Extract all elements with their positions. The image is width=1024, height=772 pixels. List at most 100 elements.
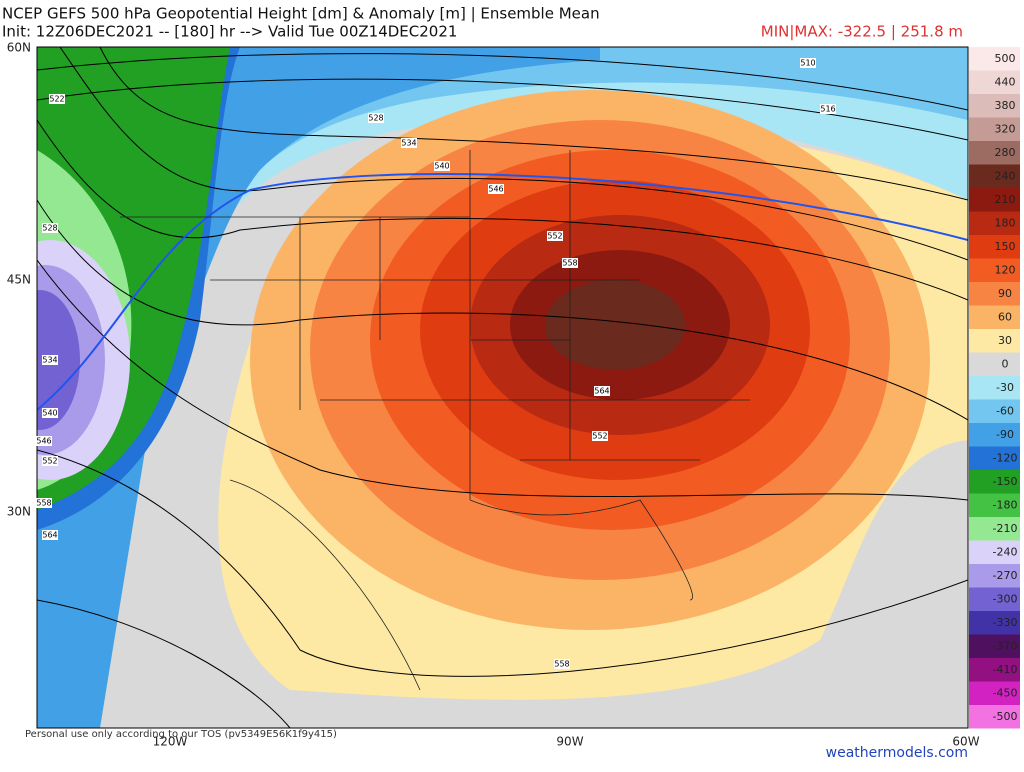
colorbar-label: 440 xyxy=(995,75,1016,88)
contour-label: 516 xyxy=(820,105,835,114)
contour-label-box xyxy=(800,58,816,68)
colorbar-swatch xyxy=(969,423,1020,447)
contour-label-box xyxy=(547,231,563,241)
contour-label-box xyxy=(42,456,58,466)
colorbar-label: 240 xyxy=(995,169,1016,182)
colorbar-label: 380 xyxy=(995,99,1016,112)
contour-label: 564 xyxy=(594,387,609,396)
colorbar-label: -410 xyxy=(993,663,1018,676)
colorbar-swatch xyxy=(969,564,1020,588)
colorbar-label: -120 xyxy=(993,451,1018,464)
colorbar-label: 180 xyxy=(995,216,1016,229)
colorbar-label: -150 xyxy=(993,475,1018,488)
colorbar-label: -210 xyxy=(993,522,1018,535)
map-field xyxy=(37,47,968,728)
colorbar-label: -30 xyxy=(996,381,1014,394)
contour-label-box xyxy=(592,431,608,441)
colorbar-label: 500 xyxy=(995,52,1016,65)
colorbar-swatch xyxy=(969,47,1020,71)
lon-label: 60W xyxy=(952,735,979,749)
contour-label: 546 xyxy=(488,185,503,194)
contour-label: 534 xyxy=(42,356,57,365)
contour-label-box xyxy=(368,113,384,123)
colorbar-swatch xyxy=(969,634,1020,658)
colorbar-label: -90 xyxy=(996,428,1014,441)
contour-label: 552 xyxy=(547,232,562,241)
colorbar-swatch xyxy=(969,117,1020,141)
contour-label-box xyxy=(42,408,58,418)
colorbar-swatch xyxy=(969,587,1020,611)
contour-label-box xyxy=(562,258,578,268)
contour-label-box xyxy=(488,184,504,194)
contour-label: 558 xyxy=(562,259,577,268)
map-frame xyxy=(36,46,969,729)
site-credit[interactable]: weathermodels.com xyxy=(826,745,968,761)
colorbar-label: -330 xyxy=(993,616,1018,629)
colorbar-label: -500 xyxy=(993,710,1018,723)
contour-label-box xyxy=(36,436,52,446)
colorbar-swatch xyxy=(969,493,1020,517)
colorbar-label: -180 xyxy=(993,498,1018,511)
colorbar-label: -450 xyxy=(993,686,1018,699)
colorbar-swatch xyxy=(969,329,1020,353)
colorbar-label: 90 xyxy=(998,287,1012,300)
subtitle: Init: 12Z06DEC2021 -- [180] hr --> Valid… xyxy=(2,23,457,41)
colorbar: 500 440 380 320 280 240 210 180 150 120 90 60 30 0 -30… xyxy=(969,47,1020,729)
colorbar-swatch xyxy=(969,94,1020,118)
contour-label-box xyxy=(434,161,450,171)
colorbar-swatch xyxy=(969,188,1020,212)
colorbar-label: 280 xyxy=(995,146,1016,159)
colorbar-swatch xyxy=(969,446,1020,470)
colorbar-label: -240 xyxy=(993,545,1018,558)
contour-label: 540 xyxy=(434,162,449,171)
colorbar-swatch xyxy=(969,705,1020,729)
contour-label: 522 xyxy=(49,95,64,104)
contour-label-box xyxy=(42,223,58,233)
contour-label: 552 xyxy=(592,432,607,441)
lon-label: 90W xyxy=(556,735,583,749)
colorbar-swatch xyxy=(969,352,1020,376)
contour-label: 528 xyxy=(42,224,57,233)
colorbar-label: 210 xyxy=(995,193,1016,206)
contour-label: 534 xyxy=(401,139,416,148)
contour-label: 528 xyxy=(368,114,383,123)
colorbar-swatch xyxy=(969,258,1020,282)
lon-label: 120W xyxy=(153,735,188,749)
contour-label-box xyxy=(401,138,417,148)
colorbar-swatch xyxy=(969,282,1020,306)
lat-label: 45N xyxy=(7,273,31,287)
colorbar-swatch xyxy=(969,164,1020,188)
colorbar-swatch xyxy=(969,305,1020,329)
contour-label: 510 xyxy=(800,59,815,68)
tos-note: Personal use only according to our TOS (… xyxy=(25,729,337,740)
contour-label: 558 xyxy=(36,499,51,508)
contour-label-box xyxy=(594,386,610,396)
colorbar-label: 120 xyxy=(995,263,1016,276)
colorbar-swatch xyxy=(969,611,1020,635)
colorbar-swatch xyxy=(969,681,1020,705)
min-max: MIN|MAX: -322.5 | 251.8 m xyxy=(761,23,963,41)
contour-label-box xyxy=(820,104,836,114)
contour-label-box xyxy=(42,530,58,540)
contour-label-box xyxy=(554,659,570,669)
colorbar-swatch xyxy=(969,141,1020,165)
colorbar-swatch xyxy=(969,470,1020,494)
colorbar-swatch xyxy=(969,540,1020,564)
colorbar-label: -370 xyxy=(993,639,1018,652)
contour-label: 552 xyxy=(42,457,57,466)
colorbar-label: -270 xyxy=(993,569,1018,582)
contour-label: 558 xyxy=(554,660,569,669)
lat-label: 60N xyxy=(7,41,31,55)
colorbar-label: 60 xyxy=(998,310,1012,323)
colorbar-label: 320 xyxy=(995,122,1016,135)
contour-label: 540 xyxy=(42,409,57,418)
colorbar-label: -60 xyxy=(996,404,1014,417)
contour-labels: 522 528 534 540 546 552 558 564 510 516 528 534 540 5… xyxy=(36,58,836,669)
colorbar-swatch xyxy=(969,70,1020,94)
colorbar-swatch xyxy=(969,376,1020,400)
colorbar-label: -300 xyxy=(993,592,1018,605)
colorbar-label: 0 xyxy=(1002,357,1009,370)
contour-label-box xyxy=(42,355,58,365)
